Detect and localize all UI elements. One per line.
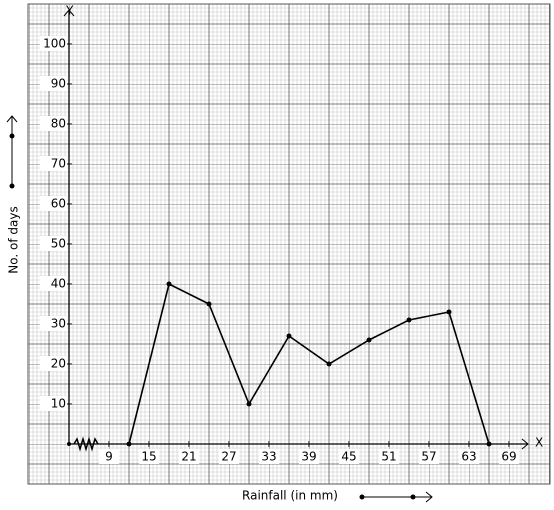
x-tick-label: 33 bbox=[261, 450, 276, 464]
x-tick-label: 45 bbox=[341, 450, 356, 464]
y-tick-bg bbox=[40, 316, 67, 331]
x-tick-bg bbox=[179, 449, 199, 464]
x-tick-bg bbox=[339, 449, 359, 464]
data-point bbox=[206, 301, 212, 307]
x-tick-label: 9 bbox=[105, 450, 113, 464]
data-point bbox=[406, 317, 412, 323]
x-tick-label: 39 bbox=[301, 450, 316, 464]
x-title-arrow bbox=[359, 491, 433, 503]
x-axis-title: Rainfall (in mm) bbox=[242, 489, 338, 503]
y-tick-bg bbox=[40, 116, 67, 131]
y-tick-bg bbox=[40, 36, 67, 51]
y-tick-label: 30 bbox=[51, 317, 66, 331]
y-tick-label: 80 bbox=[51, 117, 66, 131]
data-point bbox=[246, 401, 252, 407]
graph-paper bbox=[27, 3, 551, 485]
x-tick-bg bbox=[419, 449, 439, 464]
y-tick-label: 40 bbox=[51, 277, 66, 291]
data-line bbox=[128, 282, 490, 445]
y-tick-label: 90 bbox=[51, 77, 66, 91]
y-tick-label: 10 bbox=[51, 397, 66, 411]
y-tick-label: 100 bbox=[43, 37, 66, 51]
y-tick-label: 50 bbox=[51, 237, 66, 251]
y-arrow bbox=[63, 9, 75, 17]
y-tick-bg bbox=[40, 356, 67, 371]
x-tick-label: 27 bbox=[221, 450, 236, 464]
y-tick-label: 20 bbox=[51, 357, 66, 371]
y-tick-bg bbox=[40, 76, 67, 91]
x-tick-bg bbox=[299, 449, 319, 464]
data-point bbox=[326, 361, 332, 367]
y-tick-bg bbox=[40, 276, 67, 291]
x-tick-bg bbox=[139, 449, 159, 464]
y-title-arrow bbox=[6, 115, 18, 189]
y-tick-label: 70 bbox=[51, 157, 66, 171]
x-tick-bg bbox=[379, 449, 399, 464]
y-tick-bg bbox=[40, 236, 67, 251]
x-tick-bg bbox=[499, 449, 519, 464]
x-tick-label: 51 bbox=[381, 450, 396, 464]
x-tick-label: 15 bbox=[141, 450, 156, 464]
x-tick-label: 21 bbox=[181, 450, 196, 464]
x-arrow bbox=[521, 438, 529, 450]
data-point bbox=[446, 309, 452, 315]
x-tick-bg bbox=[99, 449, 119, 464]
x-axis-letter: X bbox=[535, 436, 543, 450]
axis-break bbox=[73, 436, 99, 452]
x-tick-label: 57 bbox=[421, 450, 436, 464]
y-axis-title: No. of days bbox=[7, 206, 21, 273]
data-point bbox=[366, 337, 372, 343]
x-tick-label: 63 bbox=[461, 450, 476, 464]
data-point bbox=[166, 281, 172, 287]
y-tick-bg bbox=[40, 196, 67, 211]
data-point bbox=[486, 441, 492, 447]
x-tick-bg bbox=[259, 449, 279, 464]
x-tick-label: 69 bbox=[501, 450, 516, 464]
y-axis-letter: Y bbox=[65, 4, 74, 18]
y-tick-label: 60 bbox=[51, 197, 66, 211]
data-point bbox=[286, 333, 292, 339]
x-tick-bg bbox=[219, 449, 239, 464]
origin bbox=[67, 442, 71, 446]
x-tick-bg bbox=[459, 449, 479, 464]
data-point bbox=[126, 441, 132, 447]
y-tick-bg bbox=[40, 156, 67, 171]
y-tick-bg bbox=[40, 396, 67, 411]
